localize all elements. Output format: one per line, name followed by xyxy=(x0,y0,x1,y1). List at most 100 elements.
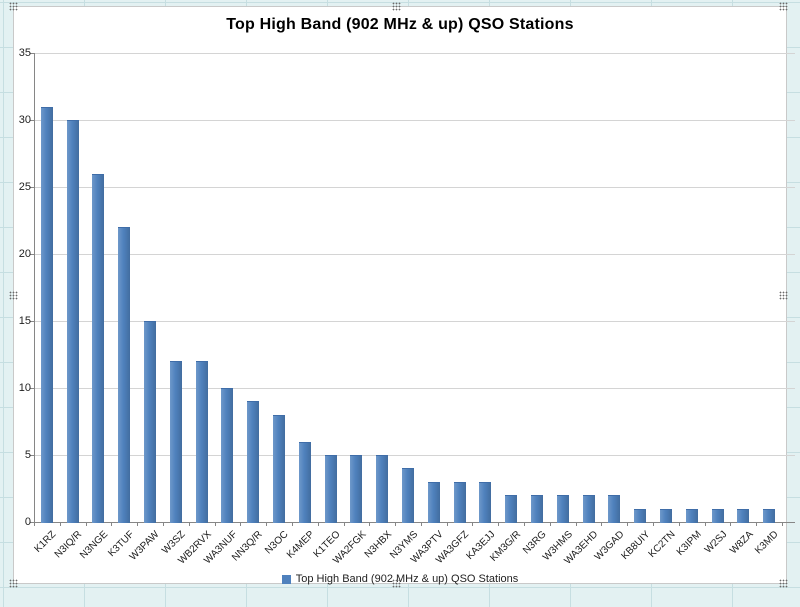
y-axis-tick xyxy=(30,522,34,523)
x-axis-tick xyxy=(369,522,371,526)
bar-WA3PTV[interactable] xyxy=(427,481,440,523)
bar-K1RZ[interactable] xyxy=(40,106,53,523)
bar-KM3G/R[interactable] xyxy=(505,495,518,523)
gridline xyxy=(34,254,795,255)
bar-K3TUF[interactable] xyxy=(118,227,131,523)
x-axis-tick xyxy=(343,522,345,526)
x-axis-tick xyxy=(85,522,87,526)
x-axis-tick xyxy=(627,522,629,526)
bar-KC2TN[interactable] xyxy=(659,508,672,523)
bar-W2SJ[interactable] xyxy=(711,508,724,523)
x-axis-tick xyxy=(601,522,603,526)
bar-KB8UIY[interactable] xyxy=(634,508,647,523)
y-axis-tick xyxy=(30,120,34,121)
y-axis-tick xyxy=(30,388,34,389)
x-axis-tick xyxy=(782,522,783,526)
x-axis-line xyxy=(34,522,795,523)
bar-K1TEO[interactable] xyxy=(324,455,337,523)
x-axis-tick xyxy=(214,522,216,526)
y-axis-tick xyxy=(30,321,34,322)
x-axis-label: W8ZA xyxy=(727,529,756,557)
legend[interactable]: Top High Band (902 MHz & up) QSO Station… xyxy=(14,573,786,585)
bar-W3SZ[interactable] xyxy=(169,361,182,523)
bar-W3GAD[interactable] xyxy=(608,495,621,523)
x-axis-tick xyxy=(704,522,706,526)
x-axis-tick xyxy=(472,522,474,526)
y-axis-label: 35 xyxy=(18,47,31,59)
x-axis-tick xyxy=(137,522,139,526)
x-axis-tick xyxy=(188,522,190,526)
y-axis-label: 15 xyxy=(18,315,31,327)
gridline xyxy=(34,321,795,322)
x-axis-tick xyxy=(240,522,242,526)
x-axis-label: N3NGE xyxy=(78,529,111,562)
y-axis-label: 25 xyxy=(18,181,31,193)
selection-handle-middle-right[interactable] xyxy=(779,291,788,300)
x-axis-label: N3HBX xyxy=(362,529,394,561)
x-axis-tick xyxy=(446,522,448,526)
selection-handle-top-right[interactable] xyxy=(779,2,788,11)
x-axis-tick xyxy=(266,522,268,526)
bar-W3HMS[interactable] xyxy=(556,495,569,523)
bar-N3IQ/R[interactable] xyxy=(66,120,79,523)
bar-N3OC[interactable] xyxy=(273,414,286,523)
bar-N3YMS[interactable] xyxy=(402,468,414,523)
x-axis-label: W2SJ xyxy=(702,529,730,556)
y-axis-label: 10 xyxy=(18,382,31,394)
x-axis-tick xyxy=(575,522,577,526)
bar-W8ZA[interactable] xyxy=(737,508,750,523)
x-axis-tick xyxy=(730,522,732,526)
x-axis-label: K3MD xyxy=(753,529,781,557)
bar-K3IPM[interactable] xyxy=(685,508,698,523)
x-axis-tick xyxy=(498,522,500,526)
x-axis-tick xyxy=(549,522,551,526)
bar-WA3NUF[interactable] xyxy=(221,388,234,523)
bar-WA3GFZ[interactable] xyxy=(453,481,466,523)
x-axis-tick xyxy=(291,522,293,526)
bar-WA3EHD[interactable] xyxy=(582,495,595,523)
x-axis-label: K3IPM xyxy=(674,529,704,559)
gridline xyxy=(34,187,795,188)
y-axis-label: 20 xyxy=(18,248,31,260)
legend-label: Top High Band (902 MHz & up) QSO Station… xyxy=(295,573,519,585)
selection-handle-top-left[interactable] xyxy=(9,2,18,11)
gridline xyxy=(34,455,795,456)
selection-handle-bottom-left[interactable] xyxy=(9,579,18,588)
x-axis-tick xyxy=(34,522,35,526)
x-axis-tick xyxy=(162,522,164,526)
gridline xyxy=(34,120,795,121)
y-axis-line xyxy=(34,53,35,526)
selection-handle-middle-left[interactable] xyxy=(9,291,18,300)
x-axis-tick xyxy=(111,522,113,526)
chart-object[interactable]: Top High Band (902 MHz & up) QSO Station… xyxy=(13,6,795,585)
bar-KA3EJJ[interactable] xyxy=(479,481,492,523)
x-axis-tick xyxy=(317,522,319,526)
x-axis-tick xyxy=(678,522,680,526)
bar-WB2RVX[interactable] xyxy=(195,361,208,523)
x-axis-tick xyxy=(59,522,61,526)
bar-K3MD[interactable] xyxy=(763,508,776,523)
x-axis-tick xyxy=(395,522,397,526)
selection-handle-bottom-middle[interactable] xyxy=(392,579,401,588)
x-axis-label: KC2TN xyxy=(646,529,678,560)
selection-handle-top-middle[interactable] xyxy=(392,2,401,11)
y-axis-tick xyxy=(30,455,34,456)
bar-N3NGE[interactable] xyxy=(92,173,105,523)
y-axis-tick xyxy=(30,53,34,54)
bar-W3PAW[interactable] xyxy=(144,321,157,523)
gridline xyxy=(34,53,795,54)
x-axis-tick xyxy=(756,522,758,526)
bar-WA2FGK[interactable] xyxy=(350,455,363,523)
bar-NN3Q/R[interactable] xyxy=(247,401,260,523)
y-axis-label: 5 xyxy=(24,449,31,461)
bar-N3HBX[interactable] xyxy=(376,455,389,523)
bar-N3RG[interactable] xyxy=(530,495,543,523)
bar-K4MEP[interactable] xyxy=(298,441,311,523)
x-axis-tick xyxy=(420,522,422,526)
legend-swatch xyxy=(281,574,291,584)
gridline xyxy=(34,388,795,389)
y-axis-tick xyxy=(30,254,34,255)
selection-handle-bottom-right[interactable] xyxy=(779,579,788,588)
x-axis-label: K4MEP xyxy=(284,529,317,561)
